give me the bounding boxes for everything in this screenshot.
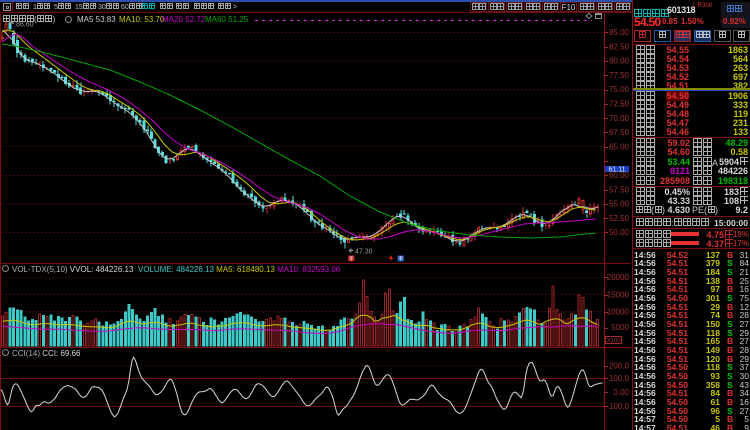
svg-text:-100.0: -100.0 [606, 402, 629, 411]
svg-text:52.50: 52.50 [609, 214, 630, 223]
svg-text:100.0: 100.0 [609, 374, 630, 383]
svg-text:10000: 10000 [607, 307, 630, 316]
svg-text:50.00: 50.00 [609, 228, 630, 237]
svg-text:15000: 15000 [607, 290, 630, 299]
svg-text:70.00: 70.00 [609, 114, 630, 123]
svg-text:65.00: 65.00 [609, 142, 630, 151]
svg-text:80.00: 80.00 [609, 57, 630, 66]
svg-text:5000: 5000 [611, 323, 629, 332]
svg-text:61.11: 61.11 [609, 166, 626, 173]
svg-text:57.50: 57.50 [609, 185, 630, 194]
svg-text:67.50: 67.50 [609, 128, 630, 137]
svg-text:20000: 20000 [607, 273, 630, 282]
svg-text:X100: X100 [606, 339, 621, 345]
svg-text:75.00: 75.00 [609, 85, 630, 94]
svg-text:47.30: 47.30 [355, 249, 373, 256]
svg-text:86.60: 86.60 [16, 22, 34, 29]
svg-text:82.50: 82.50 [609, 42, 630, 51]
svg-text:0.00: 0.00 [613, 388, 629, 397]
svg-text:60.00: 60.00 [609, 171, 630, 180]
svg-text:77.50: 77.50 [609, 71, 630, 80]
svg-text:72.50: 72.50 [609, 100, 630, 109]
svg-text:85.00: 85.00 [609, 28, 630, 37]
svg-text:55.00: 55.00 [609, 200, 630, 209]
svg-text:200.0: 200.0 [609, 361, 630, 370]
